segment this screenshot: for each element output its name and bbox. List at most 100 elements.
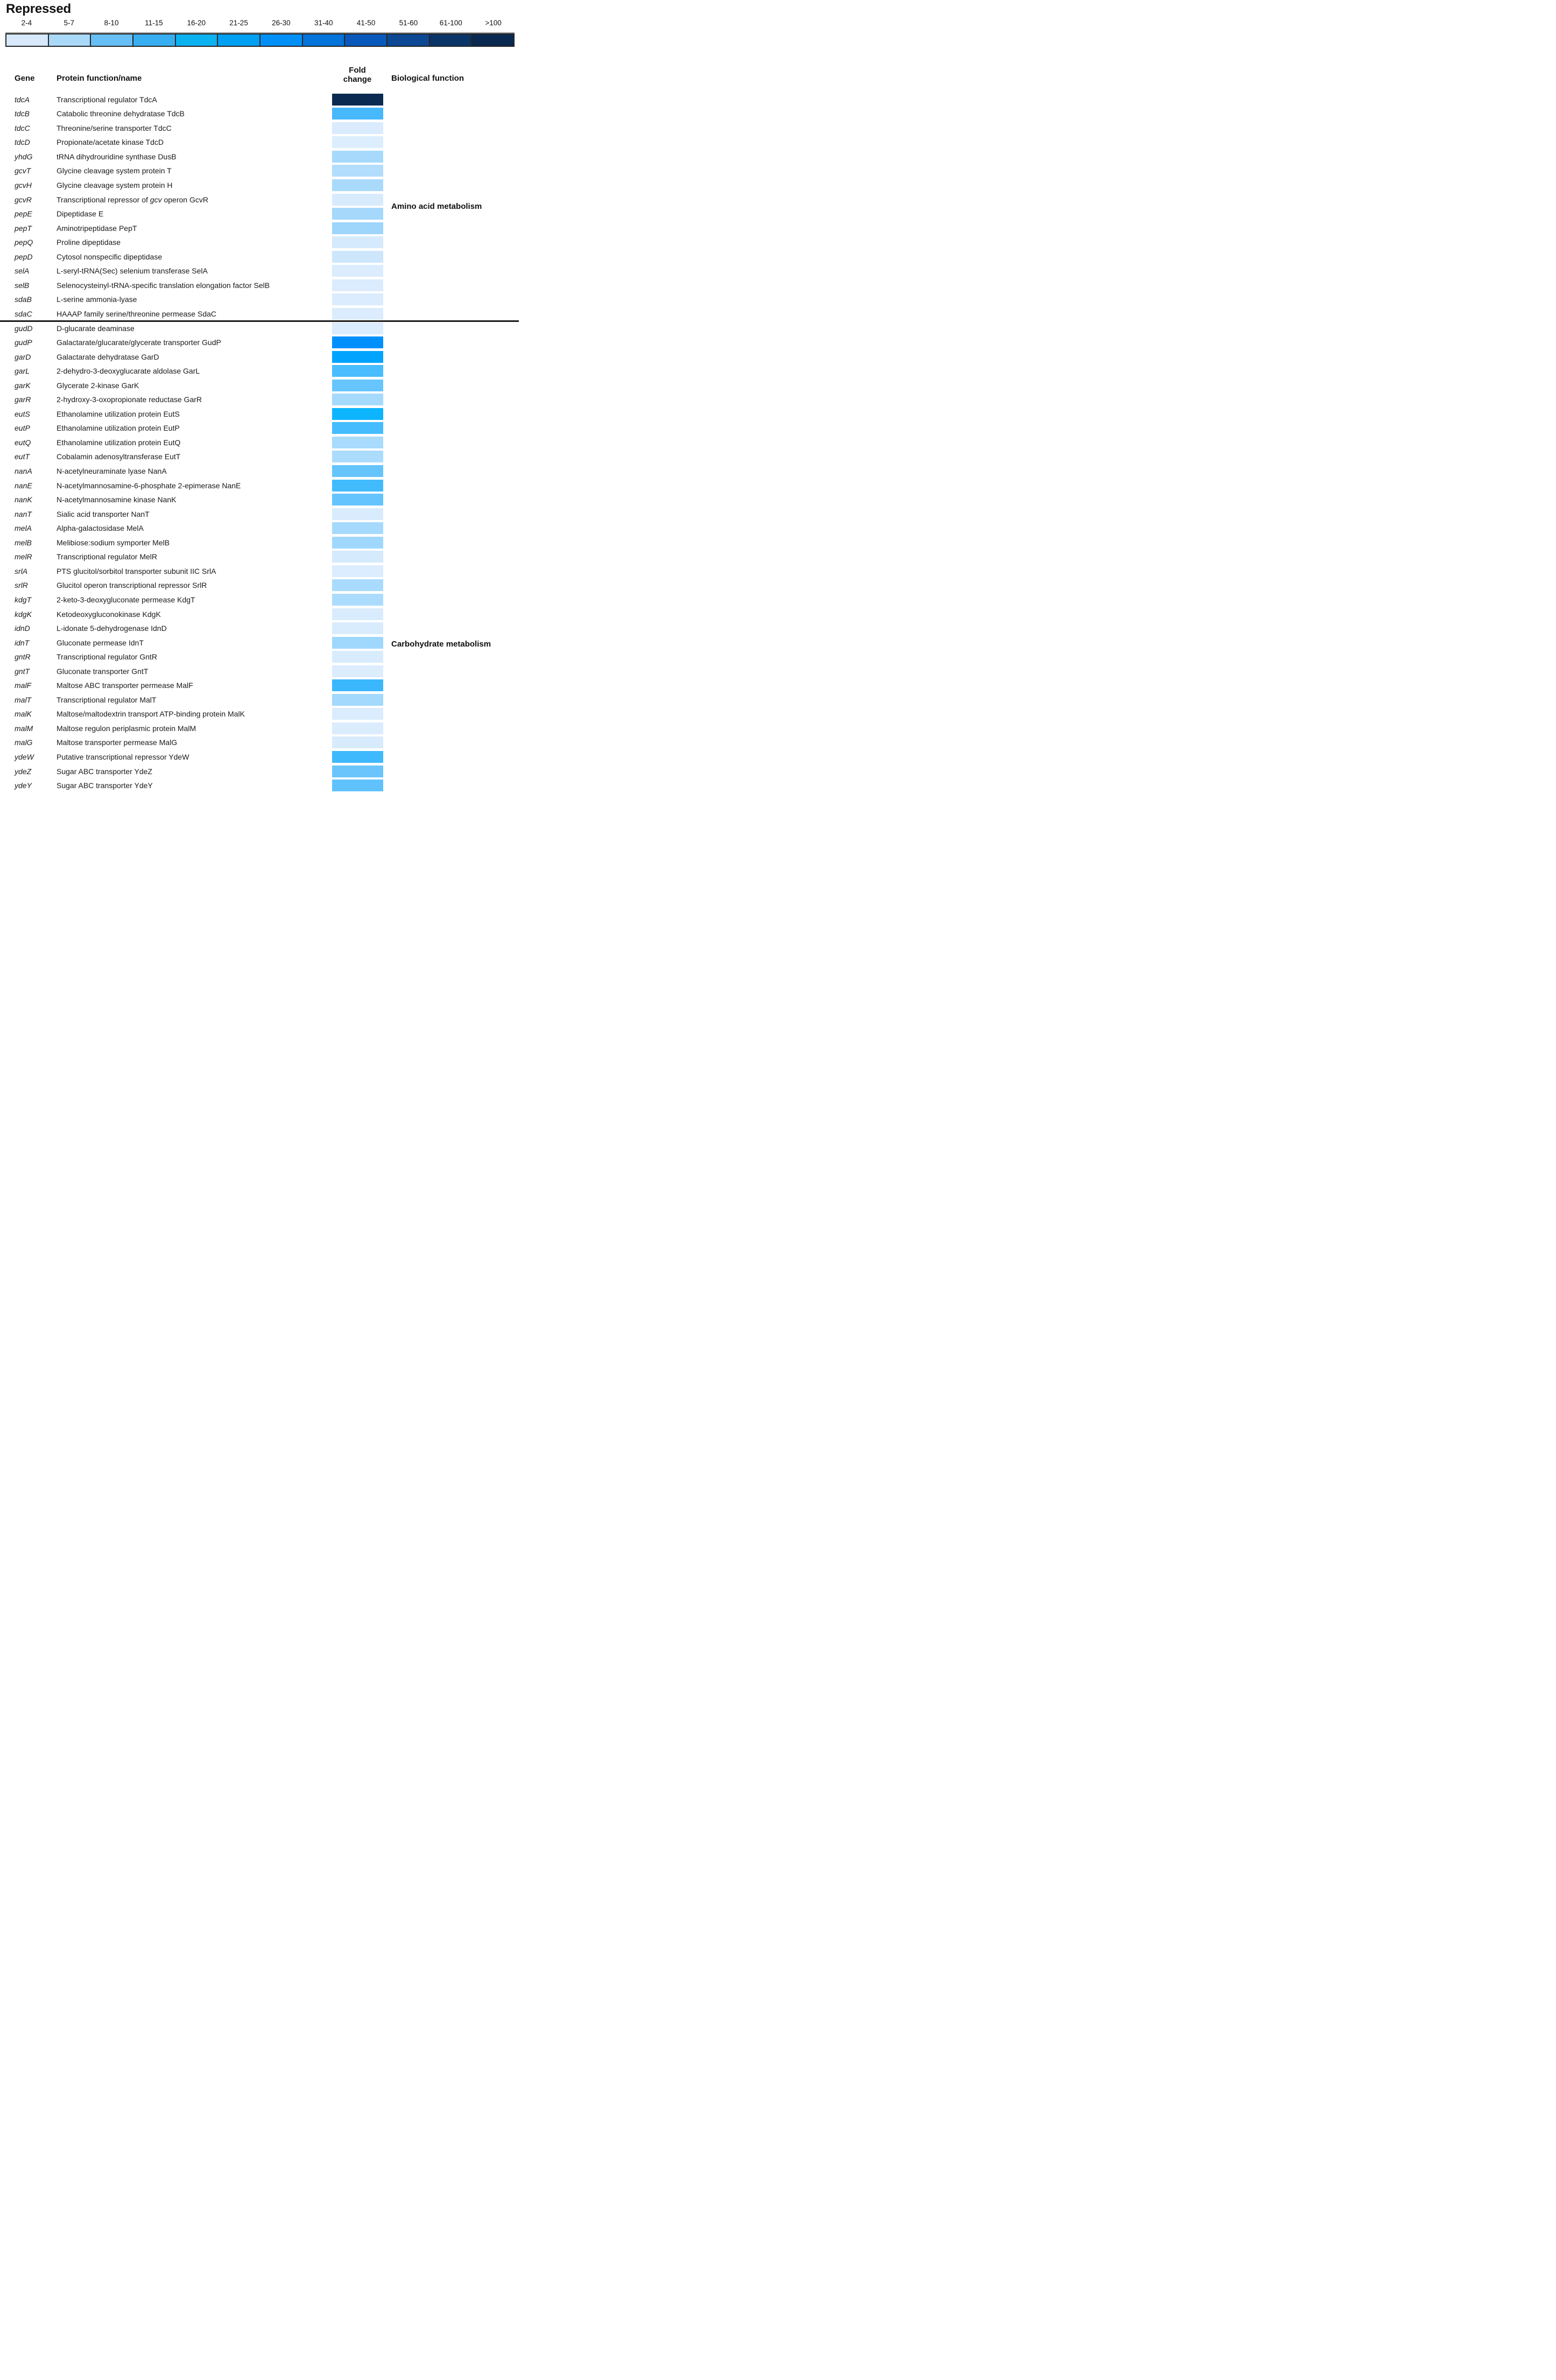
- gene-name: kdgK: [15, 609, 32, 619]
- fold-change-swatch: [332, 394, 383, 406]
- fold-change-swatch: [332, 665, 383, 677]
- table-row: selB Selenocysteinyl-tRNA-specific transl…: [0, 279, 519, 294]
- table-row: melA Alpha-galactosidase MelA: [0, 522, 519, 537]
- fold-change-swatch: [332, 679, 383, 692]
- legend-bin-label: 11-15: [145, 19, 163, 27]
- protein-function: Cytosol nonspecific dipeptidase: [57, 252, 163, 261]
- gene-name: garR: [15, 395, 31, 404]
- gene-name: tdcD: [15, 138, 30, 147]
- gene-name: yhdG: [15, 152, 33, 161]
- table-row: selA L-seryl-tRNA(Sec) selenium transfera…: [0, 265, 519, 279]
- protein-function: Glucitol operon transcriptional represso…: [57, 581, 207, 590]
- table-row: sdaC HAAAP family serine/threonine permea…: [0, 307, 519, 322]
- fold-change-swatch: [332, 93, 383, 106]
- legend-bin-swatch: [386, 34, 429, 46]
- repressed-genes-figure: Repressed 2-4 5-7 8-10 11-15 16-20 21-25 26-30…: [0, 0, 519, 794]
- gene-name: eutQ: [15, 438, 31, 447]
- group-divider-line: [0, 320, 519, 322]
- legend-color-bar: [5, 33, 515, 47]
- gene-name: malT: [15, 695, 32, 704]
- fold-change-swatch: [332, 479, 383, 492]
- legend-bin-label: 26-30: [272, 19, 291, 27]
- protein-function: Dipeptidase E: [57, 209, 104, 219]
- group-label-carbohydrate-metabolism: Carbohydrate metabolism: [391, 640, 491, 649]
- gene-name: nanK: [15, 495, 32, 504]
- gene-name: gntT: [15, 666, 30, 676]
- protein-function: L-seryl-tRNA(Sec) selenium transferase S…: [57, 266, 208, 276]
- table-row: melB Melibiose:sodium symporter MelB: [0, 536, 519, 551]
- protein-function: Putative transcriptional repressor YdeW: [57, 753, 189, 761]
- table-row: malM Maltose regulon periplasmic protein …: [0, 722, 519, 737]
- protein-function: HAAAP family serine/threonine permease S…: [57, 309, 217, 318]
- fold-change-swatch: [332, 565, 383, 577]
- table-row: tdcB Catabolic threonine dehydratase TdcB: [0, 108, 519, 122]
- legend-bin-swatch: [6, 34, 48, 46]
- fold-change-swatch: [332, 436, 383, 448]
- fold-change-swatch: [332, 451, 383, 463]
- protein-function: Selenocysteinyl-tRNA-specific translatio…: [57, 280, 270, 290]
- legend-bin-label: 21-25: [229, 19, 248, 27]
- gene-name: melB: [15, 538, 32, 547]
- table-row: nanA N-acetylneuraminate lyase NanA: [0, 465, 519, 480]
- protein-function: Ethanolamine utilization protein EutP: [57, 424, 180, 433]
- fold-change-swatch: [332, 379, 383, 391]
- gene-name: garL: [15, 367, 30, 376]
- table-row: pepQ Proline dipeptidase: [0, 236, 519, 251]
- fold-change-swatch: [332, 693, 383, 706]
- protein-function: Cobalamin adenosyltransferase EutT: [57, 452, 181, 461]
- gene-name: garK: [15, 381, 31, 390]
- table-row: pepE Dipeptidase E: [0, 208, 519, 222]
- legend-bin-swatch: [47, 34, 90, 46]
- table-row: tdcD Propionate/acetate kinase TdcD: [0, 136, 519, 151]
- gene-name: sdaC: [15, 309, 32, 318]
- legend-bin-swatch: [344, 34, 387, 46]
- figure-title: Repressed: [6, 2, 71, 16]
- table-row: pepT Aminotripeptidase PepT: [0, 222, 519, 237]
- table-row: nanE N-acetylmannosamine-6-phosphate 2-ep…: [0, 479, 519, 494]
- protein-function: Gluconate transporter GntT: [57, 666, 149, 676]
- fold-change-swatch: [332, 193, 383, 206]
- fold-change-swatch: [332, 336, 383, 349]
- legend-bin-label: 16-20: [187, 19, 206, 27]
- fold-change-swatch: [332, 536, 383, 549]
- protein-function: 2-hydroxy-3-oxopropionate reductase GarR: [57, 395, 202, 404]
- table-row: nanT Sialic acid transporter NanT: [0, 508, 519, 523]
- gene-name: eutP: [15, 424, 30, 433]
- protein-function: Ketodeoxygluconokinase KdgK: [57, 609, 161, 619]
- gene-name: ydeW: [15, 753, 34, 761]
- legend-bin-label: 8-10: [104, 19, 119, 27]
- gene-name: pepE: [15, 209, 32, 219]
- gene-name: idnT: [15, 638, 30, 647]
- fold-change-swatch: [332, 579, 383, 592]
- gene-name: tdcC: [15, 123, 30, 132]
- col-header-gene: Gene: [15, 74, 35, 83]
- fold-change-swatch: [332, 265, 383, 277]
- legend-bin-label: 31-40: [314, 19, 333, 27]
- gene-name: melA: [15, 524, 32, 533]
- protein-function: Gluconate permease IdnT: [57, 638, 144, 647]
- gene-name: ydeZ: [15, 767, 32, 776]
- table-row: gntR Transcriptional regulator GntR: [0, 651, 519, 665]
- fold-change-swatch: [332, 522, 383, 535]
- table-row: gudD D-glucarate deaminase: [0, 322, 519, 337]
- table-row: kdgT 2-keto-3-deoxygluconate permease Kdg…: [0, 593, 519, 608]
- gene-name: tdcA: [15, 95, 30, 104]
- gene-name: nanA: [15, 467, 32, 475]
- fold-change-swatch: [332, 593, 383, 606]
- fold-change-swatch: [332, 494, 383, 506]
- gene-name: gntR: [15, 652, 31, 662]
- table-row: nanK N-acetylmannosamine kinase NanK: [0, 494, 519, 508]
- table-row: garL 2-dehydro-3-deoxyglucarate aldolase …: [0, 365, 519, 380]
- gene-name: malM: [15, 724, 33, 733]
- table-row: eutS Ethanolamine utilization protein Eut…: [0, 408, 519, 423]
- gene-name: malF: [15, 681, 32, 690]
- gene-name: kdgT: [15, 595, 32, 604]
- protein-function: Transcriptional regulator GntR: [57, 652, 158, 662]
- table-row: gcvH Glycine cleavage system protein H: [0, 179, 519, 194]
- fold-change-swatch: [332, 365, 383, 377]
- table-row: pepD Cytosol nonspecific dipeptidase: [0, 250, 519, 265]
- protein-function: Sugar ABC transporter YdeY: [57, 781, 153, 790]
- fold-change-swatch: [332, 608, 383, 620]
- fold-change-swatch: [332, 708, 383, 720]
- fold-change-swatch: [332, 165, 383, 177]
